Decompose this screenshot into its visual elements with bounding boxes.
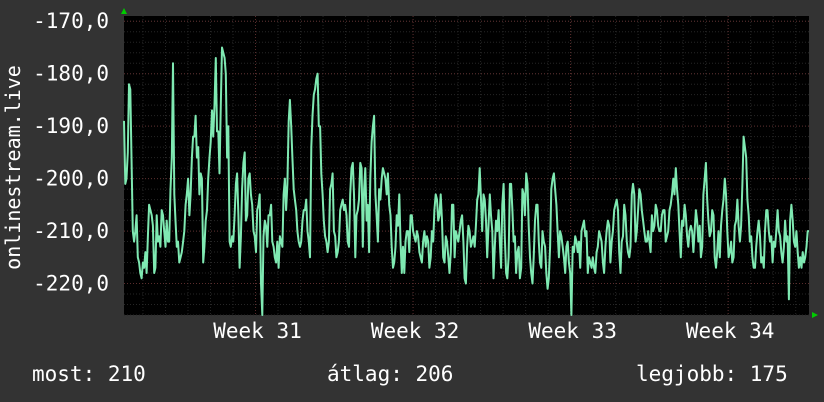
best-value-label: legjobb: 175	[636, 362, 788, 386]
average-value-label: átlag: 206	[327, 362, 454, 386]
y-tick-label: -190,0	[33, 114, 109, 138]
current-value-label: most: 210	[32, 362, 146, 386]
x-axis-arrow	[812, 312, 818, 318]
y-tick-label: -170,0	[33, 9, 109, 33]
x-tick-label: Week 34	[686, 319, 775, 343]
x-tick-label: Week 33	[528, 319, 617, 343]
x-tick-label: Week 32	[371, 319, 460, 343]
y-axis-label: onlinestream.live	[1, 65, 25, 270]
y-tick-label: -180,0	[33, 62, 109, 86]
y-axis-arrow	[121, 8, 127, 14]
y-tick-label: -210,0	[33, 219, 109, 243]
y-tick-label: -220,0	[33, 272, 109, 296]
series-line	[123, 46, 809, 316]
x-tick-label: Week 31	[213, 319, 302, 343]
y-tick-label: -200,0	[33, 167, 109, 191]
